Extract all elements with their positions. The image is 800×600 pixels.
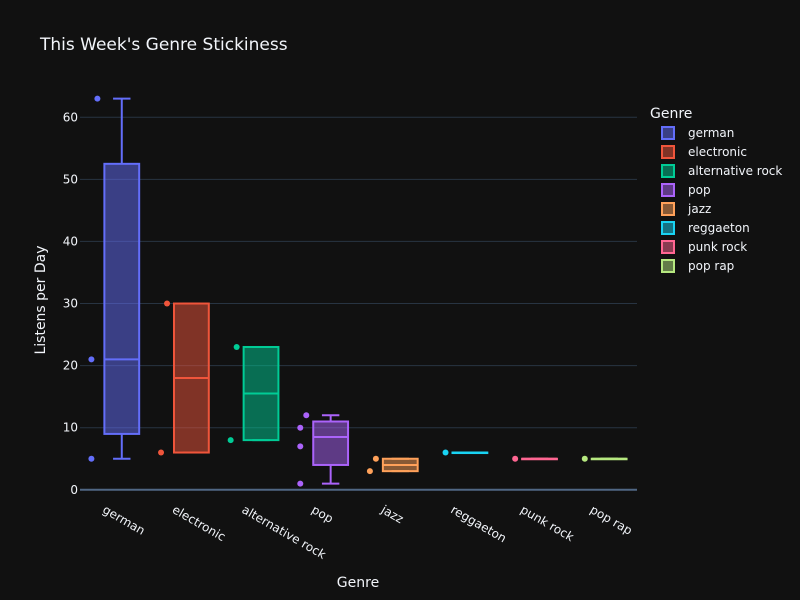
legend-label: electronic [688,145,747,159]
legend-item: reggaeton [661,221,750,235]
box-group [512,455,558,462]
box-iqr [103,162,141,435]
data-point [581,455,588,462]
legend-swatch [661,221,675,235]
data-point [372,455,379,462]
data-point [158,449,165,456]
data-point [88,455,95,462]
legend-swatch [661,126,675,140]
box-group [581,455,628,462]
y-axis-ticks: 0 10 20 30 40 50 60 [63,110,78,497]
data-point [297,480,304,487]
chart-title: This Week's Genre Stickiness [39,35,288,55]
box-group [88,95,141,462]
box-group [366,455,419,475]
legend: Genre german electronic alternative rock po… [650,106,782,273]
box-group [227,343,280,444]
box-iqr [312,420,350,466]
legend-item: punk rock [661,240,747,254]
legend-label: alternative rock [688,164,782,178]
legend-item: electronic [661,145,747,159]
legend-swatch [661,240,675,254]
box-series [88,95,628,487]
legend-swatch [661,145,675,159]
grid-lines [80,116,637,491]
data-point [512,455,519,462]
y-tick-label: 10 [63,421,78,435]
data-point [297,424,304,431]
data-point [297,443,304,450]
legend-label: punk rock [688,240,747,254]
y-tick-label: 60 [63,110,78,124]
legend-item: alternative rock [661,164,782,178]
legend-swatch [661,164,675,178]
y-tick-label: 40 [63,234,78,248]
data-point [164,300,171,307]
legend-label: pop [688,183,711,197]
legend-item: pop rap [661,259,734,273]
y-tick-label: 0 [70,483,78,497]
data-point [303,412,310,419]
legend-item: pop [661,183,711,197]
legend-label: pop rap [688,259,734,273]
legend-swatch [661,183,675,197]
data-point [88,356,95,363]
x-axis-label: Genre [337,575,379,591]
box-group [442,449,489,456]
y-tick-label: 30 [63,297,78,311]
data-point [442,449,449,456]
data-point [366,468,373,475]
legend-swatch [661,202,675,216]
data-point [227,437,234,444]
legend-label: german [688,126,734,140]
legend-label: reggaeton [688,221,750,235]
legend-title: Genre [650,106,692,122]
y-tick-label: 20 [63,359,78,373]
data-point [233,343,240,350]
legend-item: jazz [661,202,711,216]
box-group [158,300,210,456]
y-tick-label: 50 [63,172,78,186]
legend-label: jazz [687,202,711,216]
legend-item: german [661,126,734,140]
legend-swatch [661,259,675,273]
y-axis-label: Listens per Day [33,245,49,354]
data-point [94,95,101,102]
box-group [297,412,350,487]
